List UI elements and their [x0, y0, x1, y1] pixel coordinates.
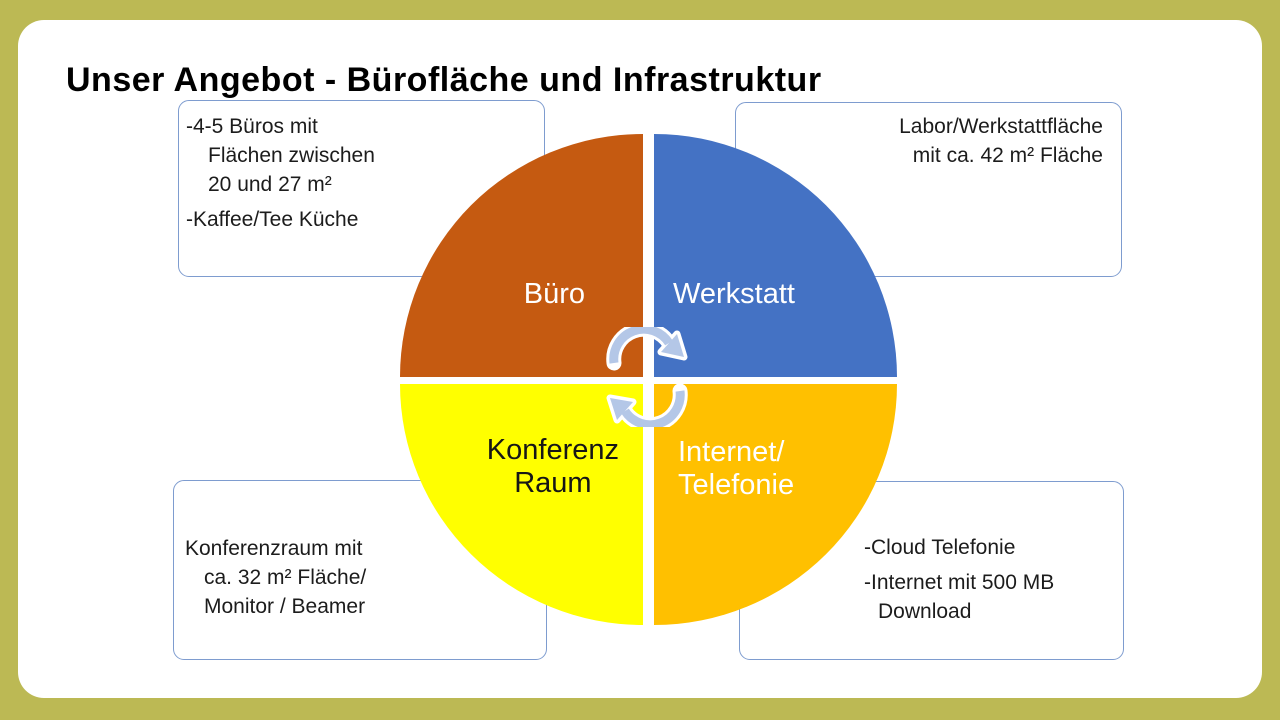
quadrant-label-line: Raum — [514, 467, 592, 499]
callout-line: Konferenzraum mit — [185, 537, 363, 560]
quadrant-label-line: Internet/ — [678, 436, 785, 468]
cycle-arrowhead-top — [661, 334, 684, 357]
quadrant-label-line: Konferenz — [486, 434, 619, 466]
callout-line: Flächen zwischen — [208, 144, 375, 167]
callout-line: Download — [878, 600, 972, 623]
callout-line: -4-5 Büros mit — [186, 115, 318, 138]
callout-line: mit ca. 42 m² Fläche — [912, 144, 1103, 167]
callout-line: -Kaffee/Tee Küche — [186, 208, 359, 231]
quadrant-internet-telefonie-label: Internet/ Telefonie — [678, 436, 794, 502]
callout-line: -Internet mit 500 MB — [864, 571, 1055, 594]
cycle-arrow-bottom — [621, 390, 685, 427]
quadrant-konferenzraum-label: Konferenz Raum — [487, 434, 619, 500]
callout-line: Monitor / Beamer — [204, 595, 366, 618]
callout-line: 20 und 27 m² — [208, 173, 332, 196]
cycle-arrows-icon — [606, 327, 688, 427]
callout-line: Labor/Werkstattfläche — [899, 115, 1103, 138]
slide-title: Unser Angebot - Bürofläche und Infrastru… — [66, 60, 822, 99]
quadrant-cycle-diagram: Büro Werkstatt Konferenz Raum Internet/ … — [400, 134, 897, 625]
quadrant-werkstatt-label: Werkstatt — [673, 278, 795, 310]
callout-line: ca. 32 m² Fläche/ — [204, 566, 367, 589]
cycle-arrowhead-bottom — [610, 398, 633, 420]
callout-line: -Cloud Telefonie — [864, 536, 1016, 559]
quadrant-buero-label: Büro — [523, 278, 585, 310]
quadrant-label-line: Telefonie — [678, 469, 795, 501]
cycle-arrow-top — [609, 327, 673, 364]
quadrant-internet-telefonie: Internet/ Telefonie — [654, 384, 897, 625]
